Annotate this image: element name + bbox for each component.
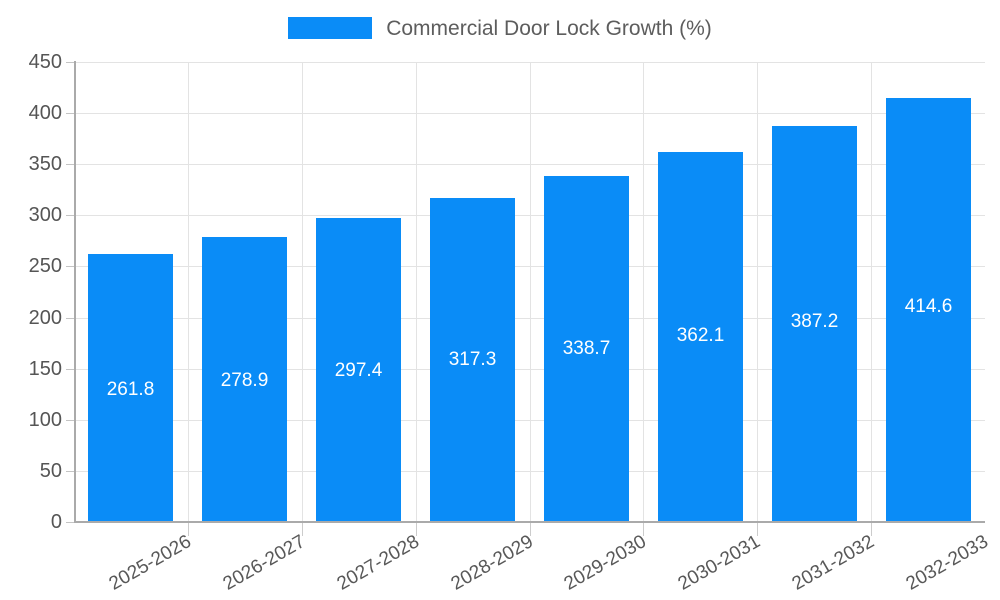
- x-axis-tick-label: 2029-2030: [561, 531, 651, 595]
- x-axis-tick-mark: [643, 523, 644, 536]
- bar-value-label: 297.4: [334, 360, 383, 381]
- y-axis-tick-label: 300: [28, 204, 62, 226]
- bar[interactable]: [88, 254, 173, 522]
- gridline-vertical: [188, 62, 189, 522]
- x-axis-tick-label: 2028-2029: [447, 531, 537, 595]
- gridline-vertical: [871, 62, 872, 522]
- gridline-horizontal: [74, 266, 985, 267]
- gridline-vertical: [302, 62, 303, 522]
- y-axis-tick-mark: [66, 164, 74, 165]
- y-axis-tick-mark: [66, 420, 74, 421]
- x-axis-tick-label: 2025-2026: [105, 531, 195, 595]
- y-axis-tick-label: 50: [39, 460, 62, 482]
- bar-value-label: 387.2: [790, 311, 839, 332]
- bar[interactable]: [886, 98, 971, 522]
- y-axis-tick-mark: [66, 522, 74, 523]
- x-axis-tick-label: 2026-2027: [219, 531, 309, 595]
- gridline-horizontal: [74, 62, 985, 63]
- legend-item-label: Commercial Door Lock Growth (%): [386, 16, 712, 40]
- y-axis-tick-label: 200: [28, 307, 62, 329]
- bar[interactable]: [430, 198, 515, 522]
- bar-value-label: 414.6: [904, 296, 953, 317]
- bar[interactable]: [202, 237, 287, 522]
- bar[interactable]: [316, 218, 401, 522]
- gridline-horizontal: [74, 113, 985, 114]
- x-axis-tick-mark: [757, 523, 758, 536]
- bar-value-label: 338.7: [562, 338, 611, 359]
- gridline-horizontal: [74, 164, 985, 165]
- gridline-horizontal: [74, 318, 985, 319]
- y-axis-tick-label: 350: [28, 153, 62, 175]
- bar-value-label: 317.3: [448, 349, 497, 370]
- y-axis-tick-mark: [66, 318, 74, 319]
- bar[interactable]: [544, 176, 629, 522]
- y-axis-line: [74, 61, 76, 523]
- x-axis-tick-label: 2030-2031: [674, 531, 765, 595]
- gridline-vertical: [530, 62, 531, 522]
- x-axis-line: [74, 521, 985, 523]
- x-axis-tick-mark: [871, 523, 872, 536]
- y-axis-tick-label: 250: [28, 255, 62, 277]
- legend-color-swatch-icon: [288, 17, 373, 39]
- x-axis-tick-mark: [188, 523, 189, 536]
- chart-legend: Commercial Door Lock Growth (%): [0, 0, 1000, 56]
- x-axis-tick-mark: [530, 523, 531, 536]
- bar-value-label: 278.9: [220, 370, 269, 391]
- gridline-horizontal: [74, 420, 985, 421]
- y-axis-tick-mark: [66, 215, 74, 216]
- y-axis-tick-mark: [66, 62, 74, 63]
- bar-value-label: 362.1: [676, 325, 725, 346]
- y-axis-tick-mark: [66, 471, 74, 472]
- legend-item-commercial-door-lock-growth[interactable]: Commercial Door Lock Growth (%): [288, 17, 712, 39]
- plot-area: 261.8 278.9 297.4 317.3 338.7 362.1 387.2 414.6: [74, 62, 985, 523]
- bar-value-label: 261.8: [106, 379, 155, 400]
- y-axis-tick-label: 0: [50, 511, 62, 533]
- x-axis-tick-label: 2027-2028: [333, 531, 423, 595]
- x-axis-tick-mark: [302, 523, 303, 536]
- gridline-vertical: [757, 62, 758, 522]
- bar[interactable]: [658, 152, 743, 522]
- y-axis-tick-mark: [66, 113, 74, 114]
- y-axis-tick-mark: [66, 266, 74, 267]
- y-axis-tick-label: 100: [28, 409, 62, 431]
- y-axis-tick-label: 150: [28, 358, 62, 380]
- bar[interactable]: [772, 126, 857, 522]
- x-axis-tick-mark: [416, 523, 417, 536]
- y-axis-tick-label: 450: [28, 51, 62, 73]
- gridline-horizontal: [74, 369, 985, 370]
- x-axis-tick-label: 2031-2032: [788, 531, 879, 595]
- gridline-horizontal: [74, 471, 985, 472]
- gridline-vertical: [416, 62, 417, 522]
- gridline-horizontal: [74, 215, 985, 216]
- y-axis-tick-label: 400: [28, 102, 62, 124]
- y-axis-tick-mark: [66, 369, 74, 370]
- gridline-vertical: [643, 62, 644, 522]
- x-axis-tick-label: 2032-2033: [902, 531, 992, 595]
